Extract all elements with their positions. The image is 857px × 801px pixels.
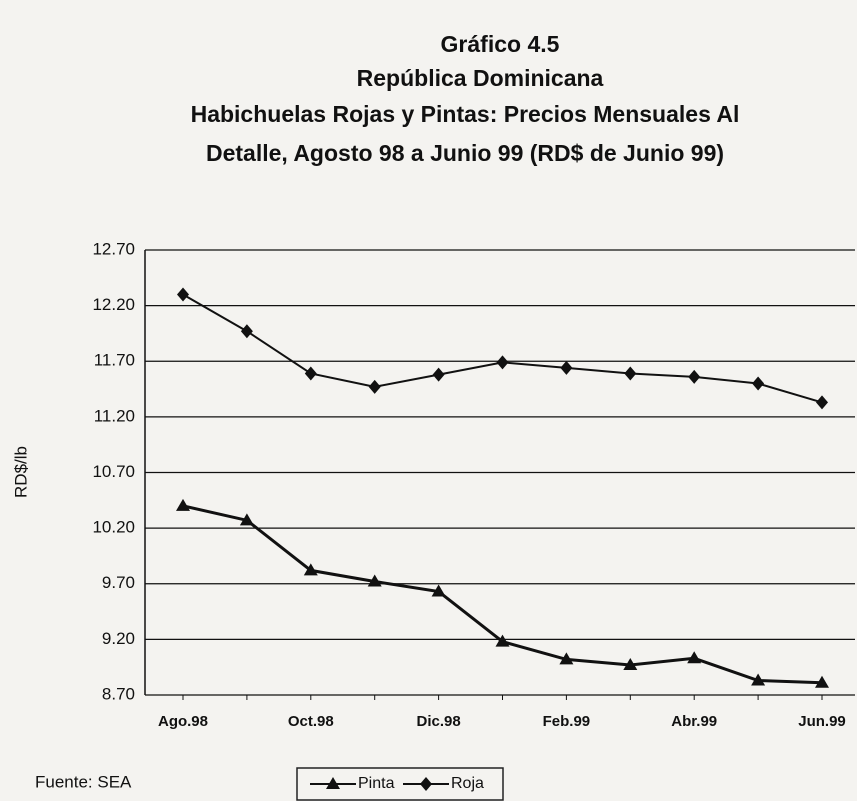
point (368, 379, 381, 394)
point (752, 376, 765, 391)
point (431, 584, 446, 597)
y-tick-label: 12.70 (92, 239, 135, 258)
x-tick-label: Oct.98 (288, 713, 334, 730)
y-axis-label: RD$/lb (11, 446, 30, 498)
point (688, 369, 701, 384)
legend-box (296, 767, 504, 801)
chart-title: Gráfico 4.5 (441, 31, 560, 57)
point (751, 673, 766, 686)
point (304, 366, 317, 381)
y-tick-label: 8.70 (102, 684, 135, 703)
chart-title: Detalle, Agosto 98 a Junio 99 (RD$ de Ju… (206, 140, 724, 166)
point (303, 563, 318, 576)
x-tick-label: Feb.99 (543, 713, 591, 730)
point (176, 498, 190, 511)
legend-label: Pinta (358, 775, 395, 792)
y-tick-label: 12.20 (92, 295, 135, 314)
point (495, 634, 510, 647)
point (560, 360, 573, 375)
line (182, 504, 823, 685)
y-tick-label: 10.20 (92, 518, 135, 537)
point (815, 675, 829, 688)
y-tick-label: 10.70 (92, 462, 135, 481)
point (816, 395, 828, 410)
point (687, 651, 702, 664)
x-tick-label: Abr.99 (671, 713, 717, 730)
point (420, 777, 432, 791)
point (496, 355, 509, 370)
point (432, 367, 445, 382)
point (239, 513, 254, 526)
point (624, 366, 637, 381)
x-tick-label: Jun.99 (798, 713, 846, 730)
chart-title: Habichuelas Rojas y Pintas: Precios Mens… (191, 101, 740, 127)
point (326, 777, 340, 789)
chart-title: República Dominicana (357, 65, 604, 91)
legend-label: Roja (451, 775, 484, 792)
point (367, 574, 382, 587)
point (240, 324, 253, 339)
x-tick-label: Ago.98 (158, 713, 208, 730)
y-tick-label: 9.20 (102, 629, 135, 648)
y-tick-label: 11.20 (94, 406, 135, 425)
y-tick-label: 11.70 (94, 351, 135, 370)
point (623, 657, 638, 670)
source: Fuente: SEA (35, 772, 132, 791)
point (559, 652, 574, 665)
x-tick-label: Dic.98 (416, 713, 460, 730)
point (177, 287, 189, 302)
line (182, 293, 823, 404)
y-tick-label: 9.70 (102, 573, 135, 592)
